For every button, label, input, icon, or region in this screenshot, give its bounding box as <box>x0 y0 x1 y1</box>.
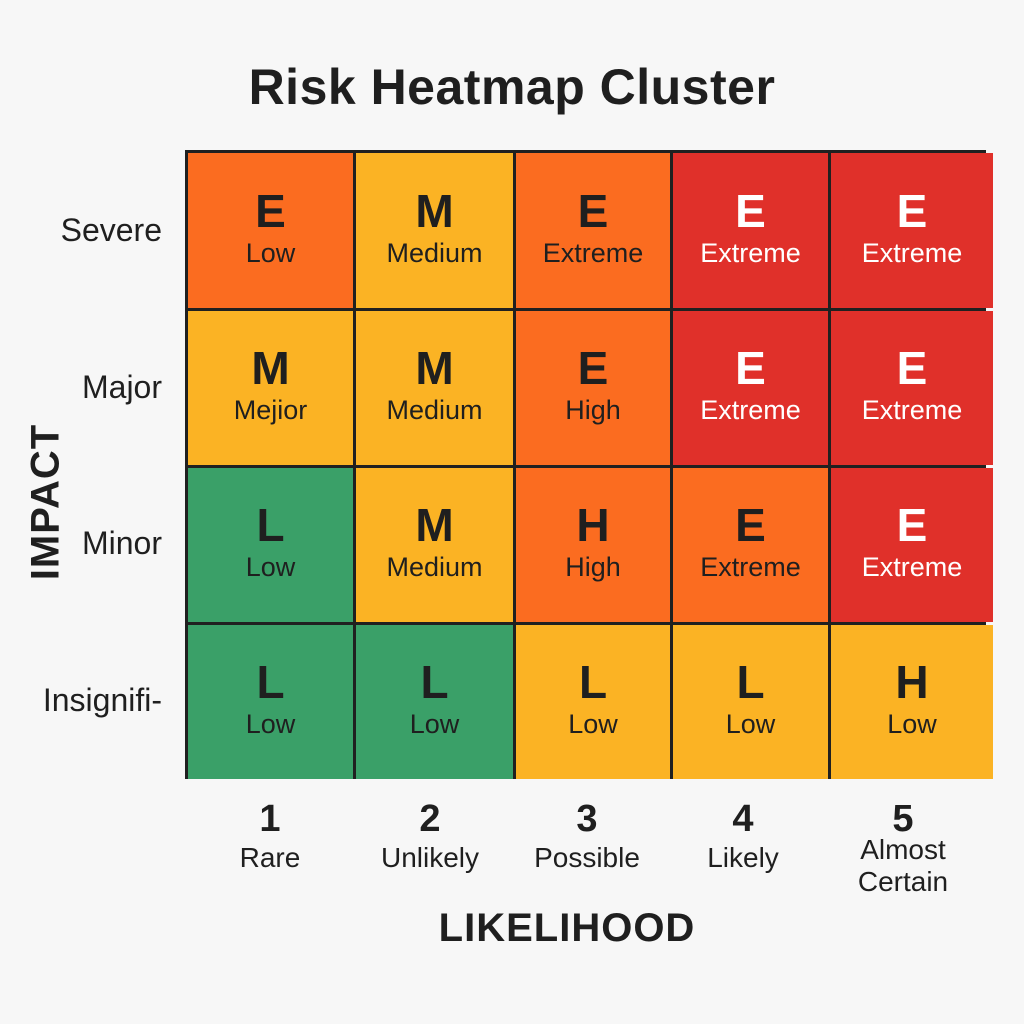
x-tick-name: Likely <box>707 842 779 873</box>
heatmap-cell: M Medium <box>356 468 513 622</box>
cell-rating-label: Low <box>568 709 618 739</box>
y-tick-label: Minor <box>81 525 162 561</box>
cell-rating-letter: E <box>896 342 928 394</box>
cell-rating-label: Medium <box>386 237 483 268</box>
cell-rating-label: Low <box>887 709 937 739</box>
x-tick-number: 3 <box>576 798 598 840</box>
heatmap-cell: E Extreme <box>831 153 993 308</box>
cell-rating-label: Extreme <box>700 237 801 268</box>
x-tick-name: Possible <box>534 842 640 873</box>
heatmap-cell: L Low <box>516 625 670 779</box>
cell-rating-letter: M <box>415 499 454 551</box>
cell-rating-label: Low <box>245 237 296 268</box>
y-tick-label: Insignifi- <box>42 682 162 718</box>
x-tick-name: Unlikely <box>380 842 480 873</box>
cell-rating-letter: M <box>415 184 454 237</box>
cell-rating-label: Extreme <box>700 552 801 582</box>
cell-rating-label: High <box>565 395 621 425</box>
cell-rating-label: Extreme <box>861 552 963 582</box>
cell-rating-letter: M <box>251 342 290 394</box>
cell-rating-label: Extreme <box>861 395 963 425</box>
cell-rating-label: Extreme <box>542 237 644 268</box>
cell-rating-letter: E <box>735 184 766 237</box>
cell-rating-letter: L <box>256 499 285 551</box>
x-tick-name: Rare <box>239 842 301 873</box>
cell-rating-label: Low <box>409 709 460 739</box>
heatmap-cell: M Medium <box>356 153 513 308</box>
x-tick-number: 4 <box>732 798 754 840</box>
heatmap-cell: E Extreme <box>673 311 828 465</box>
y-axis-title: IMPACT <box>23 423 68 581</box>
cell-rating-letter: L <box>578 656 608 708</box>
cell-rating-letter: E <box>896 184 928 237</box>
heatmap-cell: L Low <box>188 625 353 779</box>
x-tick-number: 1 <box>259 798 281 840</box>
cell-rating-letter: E <box>577 184 609 237</box>
x-tick-label: 4 Likely <box>663 798 823 874</box>
heatmap-grid: E Low M Medium E Extreme E Extreme E Extreme M Meji… <box>185 150 993 779</box>
cell-rating-label: Medium <box>386 395 483 425</box>
heatmap-cell: H Low <box>831 625 993 779</box>
heatmap-cell: E High <box>516 311 670 465</box>
y-tick-label: Severe <box>60 212 162 248</box>
x-tick-label: 3 Possible <box>507 798 667 874</box>
x-axis-title: LIKELIHOOD <box>438 906 696 950</box>
cell-rating-letter: H <box>895 656 929 708</box>
heatmap-cell: E Extreme <box>516 153 670 308</box>
heatmap-cell: L Low <box>673 625 828 779</box>
cell-rating-label: Extreme <box>700 395 801 425</box>
heatmap-cell: H High <box>516 468 670 622</box>
cell-rating-letter: L <box>420 656 449 708</box>
x-tick-number: 2 <box>419 798 441 840</box>
heatmap-cell: E Extreme <box>831 311 993 465</box>
heatmap-cell: E Extreme <box>673 468 828 622</box>
heatmap-cell: M Medium <box>356 311 513 465</box>
cell-rating-letter: E <box>735 342 766 394</box>
cell-rating-letter: M <box>415 342 454 394</box>
cell-rating-letter: E <box>896 499 928 551</box>
y-tick-label: Major <box>81 369 162 405</box>
cell-rating-label: Mejior <box>233 395 308 425</box>
cell-rating-label: Extreme <box>861 237 963 268</box>
heatmap-cell: E Extreme <box>673 153 828 308</box>
heatmap-cell: L Low <box>188 468 353 622</box>
heatmap-cell: M Mejior <box>188 311 353 465</box>
heatmap-cell: E Extreme <box>831 468 993 622</box>
cell-rating-label: Low <box>725 709 776 739</box>
cell-rating-letter: L <box>256 656 285 708</box>
x-tick-name: Almost Certain <box>857 834 949 897</box>
cell-rating-label: Low <box>245 552 296 582</box>
cell-rating-letter: E <box>577 342 609 394</box>
cell-rating-letter: E <box>735 499 766 551</box>
heatmap-cell: L Low <box>356 625 513 779</box>
cell-rating-label: Low <box>245 709 296 739</box>
cell-rating-label: Medium <box>386 552 483 582</box>
x-tick-number: 5 <box>892 798 914 840</box>
x-tick-label: 5 Almost Certain <box>823 798 983 898</box>
cell-rating-letter: E <box>255 184 286 237</box>
x-tick-label: 2 Unlikely <box>350 798 510 874</box>
cell-rating-label: High <box>565 552 621 582</box>
heatmap-cell: E Low <box>188 153 353 308</box>
cell-rating-letter: L <box>736 656 765 708</box>
cell-rating-letter: H <box>576 499 610 551</box>
x-tick-label: 1 Rare <box>190 798 350 874</box>
chart-title: Risk Heatmap Cluster <box>248 59 776 115</box>
